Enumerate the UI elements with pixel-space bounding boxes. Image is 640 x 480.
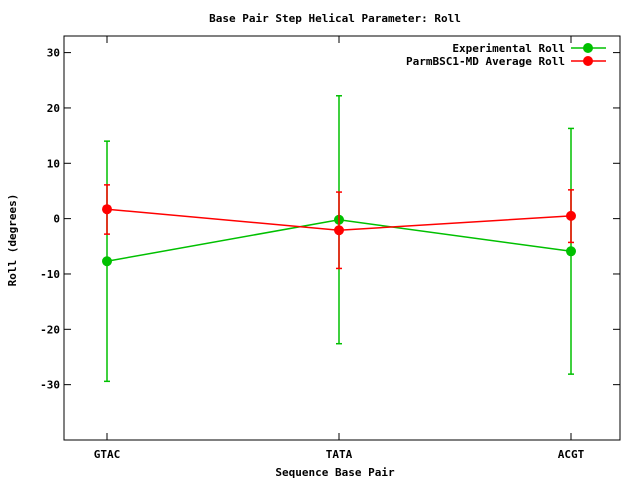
- axes: -30 -20 -10 0 10 20 30 GTAC TATA ACGT: [40, 36, 620, 461]
- legend-swatch-marker: [583, 43, 593, 53]
- y-tick-label: -10: [40, 268, 60, 281]
- data-point: [334, 225, 344, 236]
- legend-label: ParmBSC1-MD Average Roll: [406, 55, 565, 68]
- data-point: [102, 256, 112, 267]
- x-tick-label: ACGT: [558, 448, 585, 461]
- y-tick-label: 20: [47, 102, 60, 115]
- y-tick-label: -20: [40, 323, 60, 336]
- y-tick-label: -30: [40, 379, 60, 392]
- y-tick-label: 30: [47, 47, 60, 60]
- y-axis-label: Roll (degrees): [6, 194, 19, 287]
- y-tick-label: 0: [53, 213, 60, 226]
- plot-frame: [63, 35, 621, 441]
- legend-swatch-marker: [583, 56, 593, 66]
- series-layer: [102, 95, 576, 383]
- data-point: [102, 204, 112, 215]
- x-axis-label: Sequence Base Pair: [275, 466, 395, 479]
- chart-title: Base Pair Step Helical Parameter: Roll: [209, 12, 461, 25]
- series-1: [102, 184, 576, 270]
- x-tick-label: TATA: [326, 448, 353, 461]
- y-tick-label: 10: [47, 157, 60, 170]
- data-point: [566, 246, 576, 257]
- data-point: [566, 210, 576, 221]
- legend-label: Experimental Roll: [452, 42, 565, 55]
- x-tick-label: GTAC: [94, 448, 121, 461]
